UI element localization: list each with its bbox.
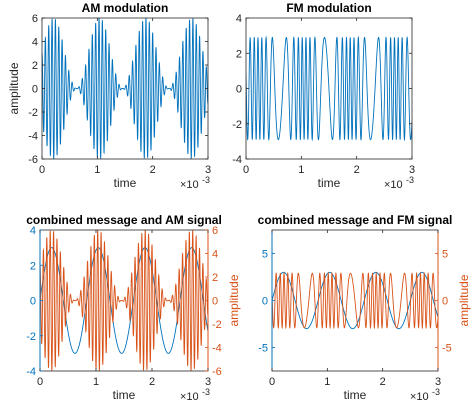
y-tick-label: -2 <box>26 331 36 343</box>
y-tick-label: -4 <box>232 154 242 166</box>
x-axis-label: time <box>114 176 137 190</box>
y-tick-label: 4 <box>236 13 242 25</box>
y-tick-label: 6 <box>32 13 38 25</box>
series-line-fm_wave <box>272 271 438 330</box>
x-exponent-label: ×10 <box>180 391 199 403</box>
x-tick-label: 2 <box>380 376 386 388</box>
x-tick-label: 1 <box>324 376 330 388</box>
x-tick-label: 0 <box>269 376 275 388</box>
y-tick-label: 4 <box>32 37 38 49</box>
x-exponent-power: -3 <box>406 175 414 185</box>
y-tick-label: 2 <box>32 60 38 72</box>
y-right-tick-label: 0 <box>442 296 448 308</box>
series-line-am_wave <box>42 18 208 159</box>
x-tick-label: 2 <box>150 164 156 176</box>
x-exponent-label: ×10 <box>410 391 429 403</box>
x-tick-label: 1 <box>298 164 304 176</box>
series-line-am_wave <box>40 230 208 371</box>
y-tick-label: -5 <box>258 343 268 355</box>
y-right-axis-label: amplitude <box>227 274 241 326</box>
x-axis-label: time <box>113 388 136 402</box>
y-right-tick-label: -4 <box>212 343 222 355</box>
y-tick-label: 0 <box>236 84 242 96</box>
y-tick-label: -4 <box>26 366 36 378</box>
x-tick-label: 3 <box>205 164 211 176</box>
y-right-tick-label: 4 <box>212 249 218 261</box>
y-tick-label: 0 <box>30 296 36 308</box>
x-axis-label: time <box>344 388 367 402</box>
x-tick-label: 0 <box>37 376 43 388</box>
x-exponent-label: ×10 <box>180 179 199 191</box>
x-tick-label: 1 <box>94 164 100 176</box>
x-tick-label: 2 <box>354 164 360 176</box>
y-tick-label: 2 <box>30 260 36 272</box>
x-exponent-power: -3 <box>202 175 210 185</box>
y-axis-label: amplitude <box>7 62 21 114</box>
x-tick-label: 1 <box>93 376 99 388</box>
x-exponent-label: ×10 <box>384 179 403 191</box>
x-tick-label: 3 <box>435 376 441 388</box>
y-right-axis-label: amplitude <box>457 274 471 326</box>
x-axis-label: time <box>318 176 341 190</box>
y-right-tick-label: 2 <box>212 272 218 284</box>
y-tick-label: -6 <box>28 154 38 166</box>
x-tick-label: 2 <box>149 376 155 388</box>
y-tick-label: -4 <box>28 131 38 143</box>
x-tick-label: 0 <box>39 164 45 176</box>
y-tick-label: 0 <box>262 296 268 308</box>
x-exponent-power: -3 <box>432 387 440 397</box>
y-right-tick-label: -2 <box>212 319 222 331</box>
x-exponent-power: -3 <box>202 387 210 397</box>
chart-title: AM modulation <box>82 1 169 15</box>
y-tick-label: 0 <box>32 84 38 96</box>
series-line-fm_wave <box>246 35 412 142</box>
y-right-tick-label: 0 <box>212 296 218 308</box>
x-tick-label: 3 <box>409 164 415 176</box>
x-tick-label: 3 <box>205 376 211 388</box>
y-right-tick-label: -6 <box>212 366 222 378</box>
y-tick-label: 4 <box>30 225 36 237</box>
x-tick-label: 0 <box>243 164 249 176</box>
y-tick-label: 2 <box>236 48 242 60</box>
y-tick-label: -2 <box>232 119 242 131</box>
y-right-tick-label: -5 <box>442 343 452 355</box>
chart-title: FM modulation <box>286 1 371 15</box>
y-right-tick-label: 6 <box>212 225 218 237</box>
y-tick-label: 5 <box>262 249 268 261</box>
y-right-tick-label: 5 <box>442 249 448 261</box>
y-tick-label: -2 <box>28 107 38 119</box>
chart-title: combined message and AM signal <box>26 213 222 227</box>
chart-title: combined message and FM signal <box>258 213 453 227</box>
